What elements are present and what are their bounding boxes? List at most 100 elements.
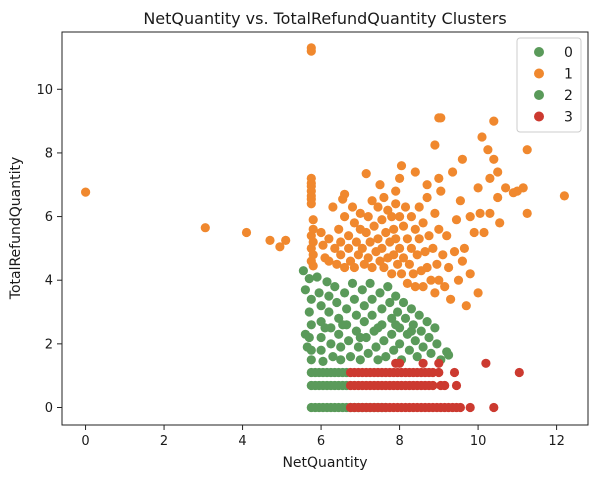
data-point xyxy=(275,242,285,252)
data-point xyxy=(349,218,359,228)
data-point xyxy=(363,253,373,263)
y-axis-label: TotalRefundQuantity xyxy=(8,157,24,300)
data-point xyxy=(347,278,358,288)
data-point xyxy=(336,342,346,352)
data-point xyxy=(434,275,444,285)
data-point xyxy=(406,212,416,222)
data-point xyxy=(410,282,420,292)
data-point xyxy=(351,310,361,320)
data-point xyxy=(485,208,495,218)
data-point xyxy=(418,282,428,292)
data-point xyxy=(414,310,424,320)
data-point xyxy=(387,212,397,222)
data-point xyxy=(300,285,310,295)
data-point xyxy=(479,227,489,238)
x-axis-ticks: 0 2 4 6 8 10 12 xyxy=(81,425,565,449)
x-tick-label: 8 xyxy=(395,434,403,449)
data-point xyxy=(336,237,346,247)
data-point xyxy=(436,113,446,123)
data-point xyxy=(444,262,454,273)
data-point xyxy=(349,262,359,273)
data-point xyxy=(308,215,318,225)
data-point xyxy=(351,237,361,247)
data-point xyxy=(371,342,381,352)
data-point xyxy=(438,250,448,260)
data-point xyxy=(404,345,414,355)
series-2 xyxy=(298,266,454,366)
data-point xyxy=(410,167,420,177)
data-point xyxy=(353,342,363,352)
data-point xyxy=(559,191,570,201)
data-point xyxy=(469,227,479,238)
data-point xyxy=(402,234,412,244)
data-point xyxy=(389,250,399,260)
data-point xyxy=(357,285,367,295)
data-point xyxy=(320,323,330,333)
data-point xyxy=(448,167,458,177)
data-point xyxy=(361,169,371,179)
data-point xyxy=(340,288,350,298)
legend-label: 2 xyxy=(564,88,573,104)
data-point xyxy=(434,224,444,234)
data-point xyxy=(367,262,377,273)
data-point xyxy=(410,336,420,346)
data-point xyxy=(298,266,308,276)
data-point xyxy=(373,234,383,244)
data-point xyxy=(316,301,326,311)
data-point xyxy=(363,212,373,222)
data-point xyxy=(367,310,377,320)
data-point xyxy=(365,278,375,288)
data-point xyxy=(367,196,377,206)
data-point xyxy=(324,234,334,244)
data-point xyxy=(340,189,350,199)
data-point xyxy=(200,223,210,233)
data-point xyxy=(451,380,462,391)
data-point xyxy=(342,304,352,314)
data-point xyxy=(408,269,418,279)
data-point xyxy=(400,202,411,212)
data-point xyxy=(430,140,440,150)
data-point xyxy=(393,259,403,269)
y-axis-ticks: 0 2 4 6 8 10 xyxy=(36,83,62,416)
y-tick-label: 2 xyxy=(45,337,53,352)
data-point xyxy=(265,235,275,245)
data-point xyxy=(422,317,432,327)
data-point xyxy=(377,243,387,253)
data-point xyxy=(359,317,369,327)
legend-box xyxy=(516,37,582,133)
data-point xyxy=(318,240,328,250)
data-point xyxy=(379,262,389,273)
data-point xyxy=(379,192,389,203)
data-point xyxy=(459,243,469,253)
data-point xyxy=(489,402,499,413)
data-point xyxy=(432,259,442,269)
data-point xyxy=(398,253,409,263)
data-point xyxy=(391,234,401,244)
data-point xyxy=(518,183,528,193)
data-point xyxy=(422,180,432,190)
data-point xyxy=(395,339,405,349)
data-point xyxy=(355,332,365,343)
data-point xyxy=(328,202,338,212)
legend-label: 3 xyxy=(564,110,573,126)
data-point xyxy=(344,231,354,241)
data-point xyxy=(477,132,487,142)
data-point xyxy=(495,218,505,228)
data-point xyxy=(375,288,385,298)
data-point xyxy=(522,145,532,155)
data-point xyxy=(412,250,422,260)
data-point xyxy=(473,183,483,193)
data-point xyxy=(451,215,462,225)
data-point xyxy=(473,288,483,298)
data-point xyxy=(522,208,532,218)
data-point xyxy=(304,307,314,317)
data-point xyxy=(357,243,367,253)
data-point xyxy=(398,221,409,231)
data-point xyxy=(391,199,401,209)
data-point xyxy=(483,145,493,155)
data-point xyxy=(440,282,450,292)
data-point xyxy=(306,199,316,209)
data-point xyxy=(340,212,350,222)
